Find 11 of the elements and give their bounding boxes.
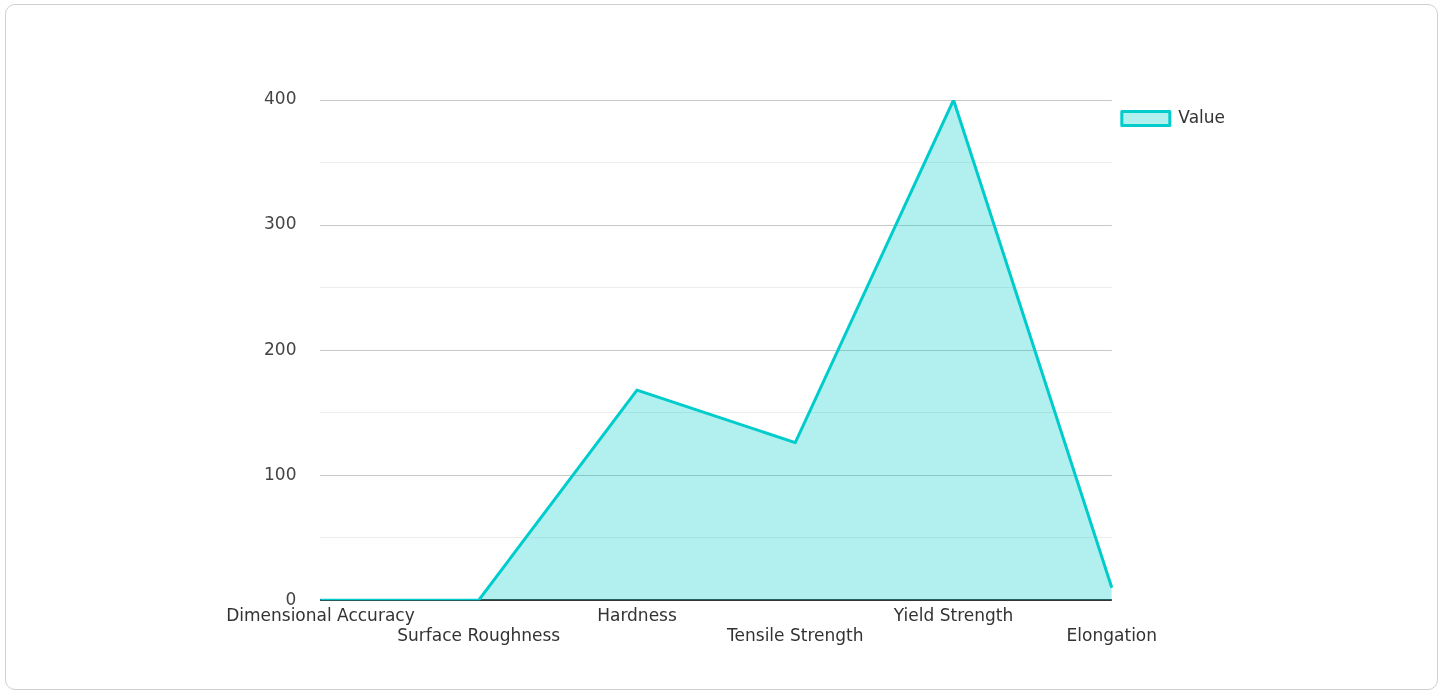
x-tick-label: Hardness	[597, 604, 677, 625]
x-tick-label: Surface Roughness	[397, 625, 561, 646]
x-tick-label: Yield Strength	[892, 604, 1014, 625]
y-tick-label: 400	[263, 88, 297, 109]
y-tick-label: 100	[263, 463, 297, 484]
x-tick-label: Elongation	[1066, 625, 1158, 646]
x-tick-label: Dimensional Accuracy	[226, 604, 415, 625]
x-tick-label: Tensile Strength	[726, 625, 864, 646]
y-tick-label: 200	[263, 338, 297, 359]
legend-label: Value	[1178, 106, 1225, 127]
y-tick-label: 300	[263, 213, 297, 234]
